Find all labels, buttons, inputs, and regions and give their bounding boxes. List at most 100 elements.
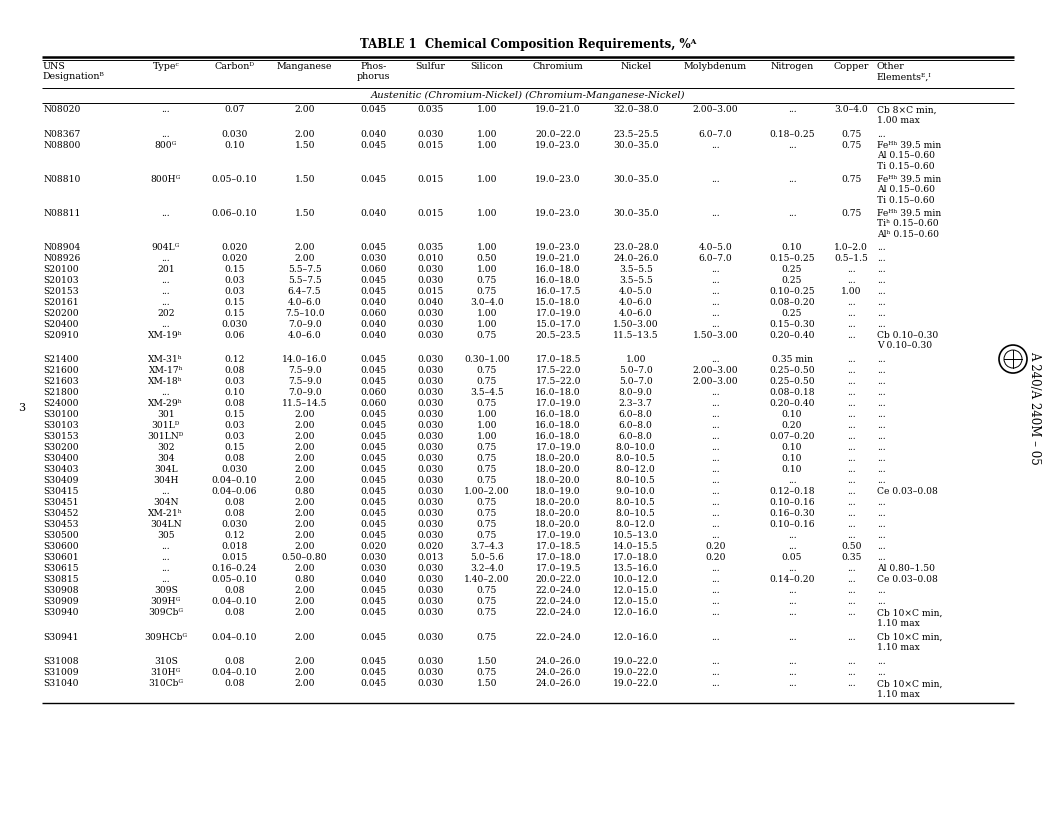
Text: 7.0–9.0: 7.0–9.0: [288, 388, 321, 397]
Text: ...: ...: [847, 586, 855, 595]
Text: 301: 301: [157, 410, 174, 419]
Text: 8.0–10.5: 8.0–10.5: [616, 509, 656, 518]
Text: 0.035: 0.035: [417, 105, 444, 114]
Text: 18.0–20.0: 18.0–20.0: [535, 509, 581, 518]
Text: ...: ...: [162, 286, 170, 295]
Text: 0.045: 0.045: [361, 668, 386, 677]
Text: ...: ...: [878, 443, 886, 452]
Text: 0.75: 0.75: [476, 399, 497, 408]
Text: Other
Elementsᴱ,ᴵ: Other Elementsᴱ,ᴵ: [876, 62, 931, 82]
Text: 1.00: 1.00: [625, 355, 646, 364]
Text: Nitrogen: Nitrogen: [771, 62, 813, 71]
Text: 17.5–22.0: 17.5–22.0: [535, 366, 581, 375]
Text: 8.0–9.0: 8.0–9.0: [619, 388, 653, 397]
Text: 2.00: 2.00: [295, 632, 315, 641]
Text: S21400: S21400: [43, 355, 79, 364]
Text: 0.030: 0.030: [417, 509, 444, 518]
Text: 2.00: 2.00: [295, 432, 315, 441]
Text: 302: 302: [157, 443, 174, 452]
Text: 1.50: 1.50: [476, 657, 497, 666]
Text: 0.08: 0.08: [224, 586, 245, 595]
Text: 5.0–5.6: 5.0–5.6: [470, 553, 504, 562]
Text: 0.045: 0.045: [361, 242, 386, 252]
Text: ...: ...: [711, 564, 720, 574]
Text: 0.040: 0.040: [361, 330, 386, 339]
Text: S20100: S20100: [43, 264, 79, 273]
Text: 1.50: 1.50: [295, 140, 315, 150]
Text: 2.00: 2.00: [295, 668, 315, 677]
Text: 0.045: 0.045: [361, 509, 386, 518]
Text: 17.0–18.0: 17.0–18.0: [535, 553, 581, 562]
Text: 0.030: 0.030: [417, 330, 444, 339]
Text: 0.75: 0.75: [476, 597, 497, 606]
Text: 2.00: 2.00: [295, 657, 315, 666]
Text: 304N: 304N: [153, 499, 178, 508]
Text: ...: ...: [847, 455, 855, 463]
Text: 2.3–3.7: 2.3–3.7: [619, 399, 653, 408]
Text: 22.0–24.0: 22.0–24.0: [535, 586, 581, 595]
Text: N08904: N08904: [43, 242, 80, 252]
Text: 0.75: 0.75: [841, 130, 862, 139]
Text: XM-17ʰ: XM-17ʰ: [149, 366, 183, 375]
Text: 0.07–0.20: 0.07–0.20: [769, 432, 815, 441]
Text: 3.5–5.5: 3.5–5.5: [619, 264, 653, 273]
Text: 17.0–19.0: 17.0–19.0: [535, 531, 581, 540]
Text: 0.15: 0.15: [224, 298, 245, 307]
Text: 2.00: 2.00: [295, 531, 315, 540]
Text: 0.10–0.16: 0.10–0.16: [769, 499, 815, 508]
Text: 1.00: 1.00: [476, 175, 497, 184]
Text: 0.08: 0.08: [224, 399, 245, 408]
Text: 0.030: 0.030: [417, 320, 444, 329]
Text: 0.75: 0.75: [476, 521, 497, 530]
Text: 6.0–8.0: 6.0–8.0: [619, 421, 653, 430]
Text: Typeᶜ: Typeᶜ: [152, 62, 180, 71]
Text: ...: ...: [847, 564, 855, 574]
Text: ...: ...: [788, 477, 796, 486]
Text: 304L: 304L: [154, 465, 177, 474]
Text: 0.045: 0.045: [361, 410, 386, 419]
Text: 16.0–18.0: 16.0–18.0: [535, 276, 581, 285]
Text: 3.0–4.0: 3.0–4.0: [470, 298, 504, 307]
Text: 16.0–18.0: 16.0–18.0: [535, 410, 581, 419]
Text: S30815: S30815: [43, 575, 79, 584]
Text: N08800: N08800: [43, 140, 80, 150]
Text: ...: ...: [878, 597, 886, 606]
Text: 0.040: 0.040: [361, 209, 386, 218]
Text: 17.0–19.5: 17.0–19.5: [535, 564, 581, 574]
Text: 0.03: 0.03: [224, 432, 245, 441]
Text: ...: ...: [878, 509, 886, 518]
Text: 0.10: 0.10: [781, 465, 803, 474]
Text: ...: ...: [711, 499, 720, 508]
Text: 8.0–10.5: 8.0–10.5: [616, 455, 656, 463]
Text: Ce 0.03–0.08: Ce 0.03–0.08: [878, 575, 939, 584]
Text: 0.045: 0.045: [361, 597, 386, 606]
Text: ...: ...: [878, 399, 886, 408]
Text: 3.7–4.3: 3.7–4.3: [470, 543, 504, 552]
Text: 0.040: 0.040: [361, 130, 386, 139]
Text: 0.045: 0.045: [361, 276, 386, 285]
Text: 22.0–24.0: 22.0–24.0: [535, 608, 581, 617]
Text: ...: ...: [162, 276, 170, 285]
Text: 0.045: 0.045: [361, 499, 386, 508]
Text: ...: ...: [878, 543, 886, 552]
Text: 0.035: 0.035: [417, 242, 444, 252]
Text: S30409: S30409: [43, 477, 79, 486]
Text: S30451: S30451: [43, 499, 79, 508]
Text: ...: ...: [711, 487, 720, 496]
Text: ...: ...: [711, 657, 720, 666]
Text: 310S: 310S: [154, 657, 177, 666]
Text: ...: ...: [878, 465, 886, 474]
Text: N08020: N08020: [43, 105, 80, 114]
Text: 0.045: 0.045: [361, 632, 386, 641]
Text: 305: 305: [157, 531, 174, 540]
Text: 19.0–21.0: 19.0–21.0: [535, 105, 581, 114]
Text: XM-18ʰ: XM-18ʰ: [149, 377, 183, 386]
Text: 0.75: 0.75: [476, 286, 497, 295]
Text: ...: ...: [878, 298, 886, 307]
Text: 0.20–0.40: 0.20–0.40: [769, 330, 815, 339]
Text: 0.15–0.25: 0.15–0.25: [769, 254, 815, 263]
Text: 309Hᴳ: 309Hᴳ: [151, 597, 181, 606]
Text: ...: ...: [711, 586, 720, 595]
Text: ...: ...: [847, 443, 855, 452]
Text: ...: ...: [847, 657, 855, 666]
